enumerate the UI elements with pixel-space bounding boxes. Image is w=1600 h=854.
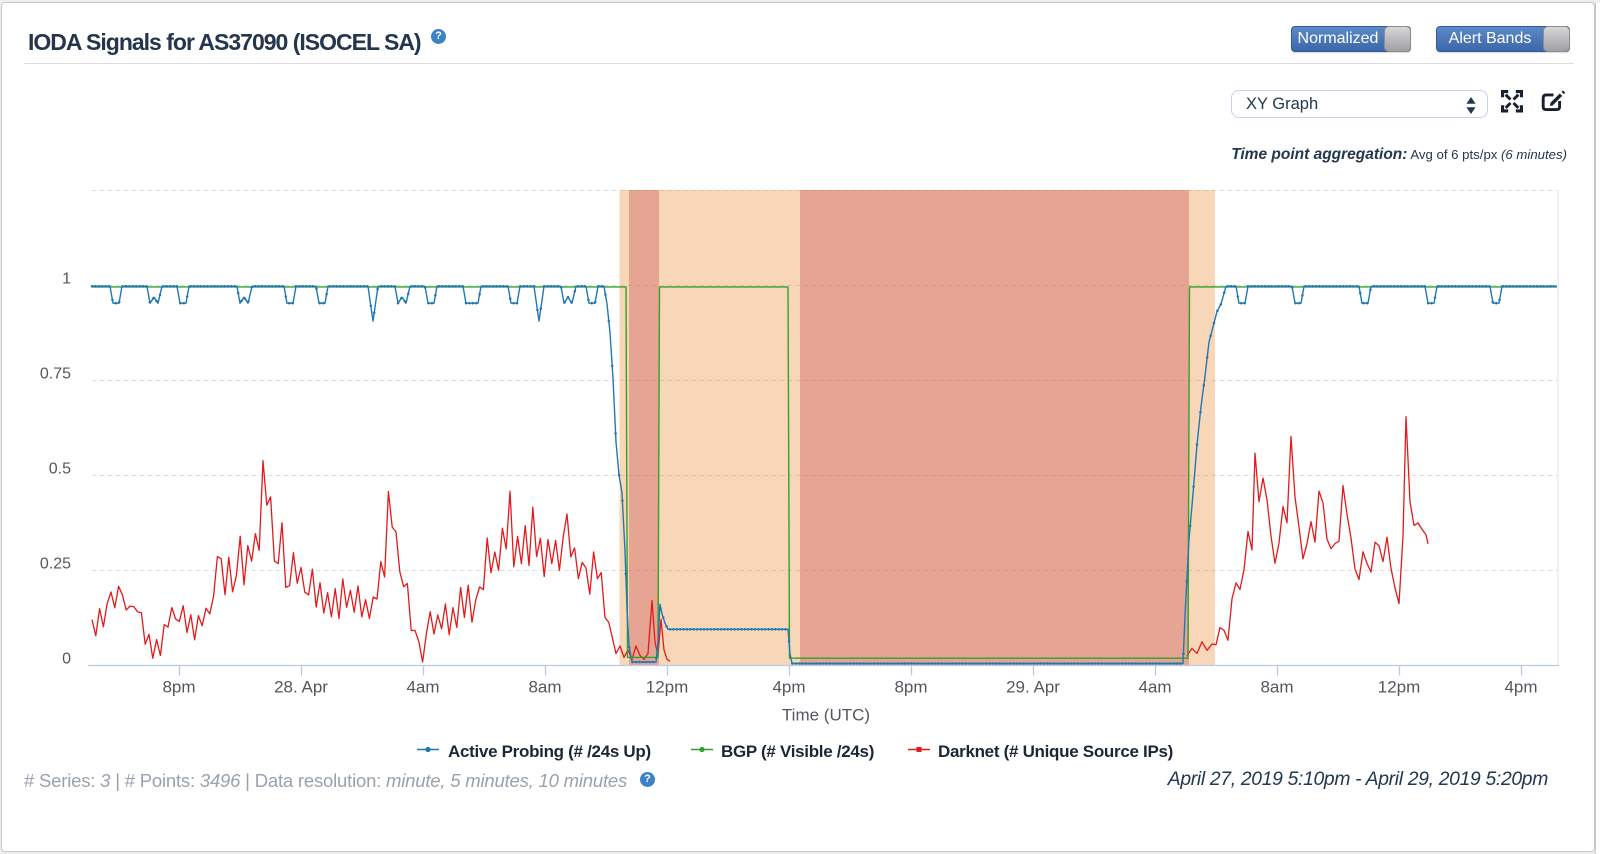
svg-text:4pm: 4pm (772, 678, 805, 697)
svg-text:8am: 8am (528, 678, 561, 697)
svg-text:8am: 8am (1260, 678, 1293, 697)
svg-text:8pm: 8pm (894, 678, 927, 697)
svg-text:29. Apr: 29. Apr (1006, 678, 1060, 697)
svg-text:0.5: 0.5 (49, 461, 71, 478)
svg-text:28. Apr: 28. Apr (274, 678, 328, 697)
svg-text:0: 0 (62, 651, 71, 668)
svg-text:0.25: 0.25 (40, 556, 71, 573)
svg-text:12pm: 12pm (646, 678, 689, 697)
svg-text:1: 1 (62, 271, 71, 288)
svg-text:8pm: 8pm (162, 678, 195, 697)
svg-text:12pm: 12pm (1378, 678, 1421, 697)
svg-text:4am: 4am (406, 678, 439, 697)
svg-text:0.75: 0.75 (40, 366, 71, 383)
svg-text:4pm: 4pm (1504, 678, 1537, 697)
svg-text:4am: 4am (1138, 678, 1171, 697)
svg-text:Time (UTC): Time (UTC) (782, 706, 870, 725)
